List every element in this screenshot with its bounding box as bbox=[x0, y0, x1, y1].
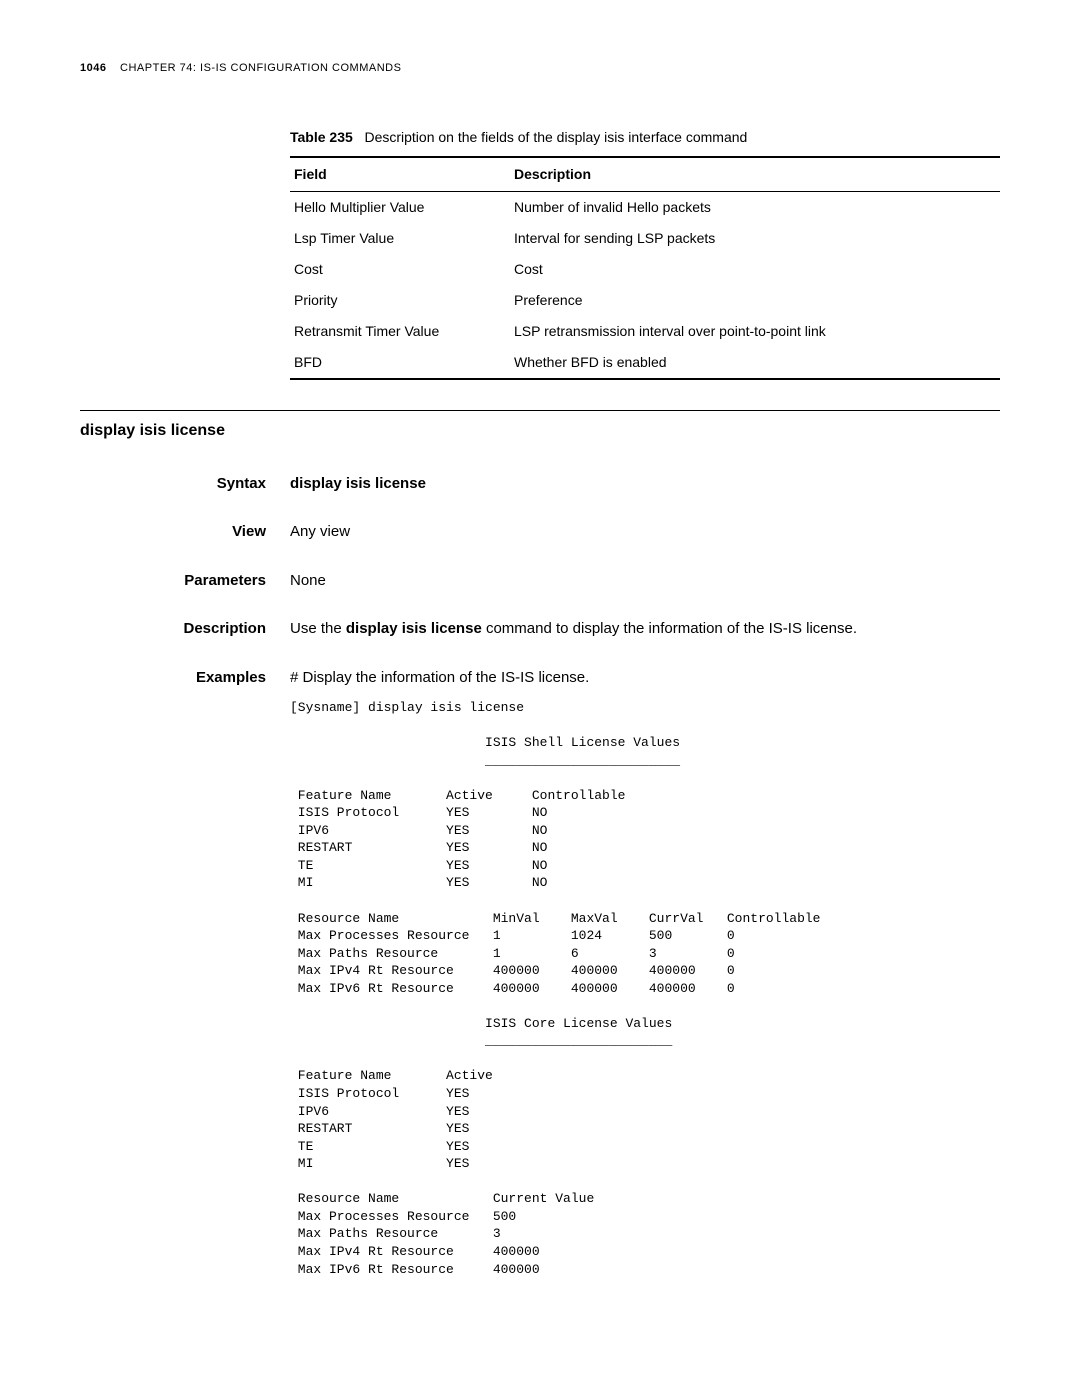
cell-desc: Number of invalid Hello packets bbox=[510, 191, 1000, 223]
col-header-description: Description bbox=[510, 157, 1000, 192]
cell-field: Lsp Timer Value bbox=[290, 223, 510, 254]
table-header-row: Field Description bbox=[290, 157, 1000, 192]
cell-field: Retransmit Timer Value bbox=[290, 316, 510, 347]
table-row: Hello Multiplier ValueNumber of invalid … bbox=[290, 191, 1000, 223]
table-row: CostCost bbox=[290, 254, 1000, 285]
table-caption: Table 235 Description on the fields of t… bbox=[290, 127, 1000, 148]
examples-intro: # Display the information of the IS-IS l… bbox=[290, 667, 1000, 690]
parameters-value: None bbox=[290, 570, 1000, 593]
examples-code: [Sysname] display isis license ISIS Shel… bbox=[290, 699, 1000, 1278]
page-header: 1046 CHAPTER 74: IS-IS CONFIGURATION COM… bbox=[80, 60, 1000, 77]
page-number: 1046 bbox=[80, 62, 106, 74]
syntax-label: Syntax bbox=[80, 473, 290, 496]
cell-desc: LSP retransmission interval over point-t… bbox=[510, 316, 1000, 347]
section-divider bbox=[80, 410, 1000, 411]
table-region: Table 235 Description on the fields of t… bbox=[290, 127, 1000, 380]
view-label: View bbox=[80, 521, 290, 544]
section-title: display isis license bbox=[80, 419, 1000, 443]
table-caption-prefix: Table 235 bbox=[290, 129, 353, 145]
description-value: Use the display isis license command to … bbox=[290, 618, 1000, 641]
cell-field: Hello Multiplier Value bbox=[290, 191, 510, 223]
field-description-table: Field Description Hello Multiplier Value… bbox=[290, 156, 1000, 380]
syntax-value: display isis license bbox=[290, 473, 1000, 496]
chapter-label: CHAPTER 74: IS-IS CONFIGURATION COMMANDS bbox=[120, 62, 401, 74]
syntax-command: display isis license bbox=[290, 475, 426, 492]
description-label: Description bbox=[80, 618, 290, 641]
description-row: Description Use the display isis license… bbox=[80, 618, 1000, 641]
examples-row: Examples # Display the information of th… bbox=[80, 667, 1000, 1279]
description-post: command to display the information of th… bbox=[482, 620, 857, 637]
cell-desc: Cost bbox=[510, 254, 1000, 285]
syntax-row: Syntax display isis license bbox=[80, 473, 1000, 496]
view-row: View Any view bbox=[80, 521, 1000, 544]
description-cmd: display isis license bbox=[346, 620, 482, 637]
examples-label: Examples bbox=[80, 667, 290, 690]
cell-field: Priority bbox=[290, 285, 510, 316]
cell-field: Cost bbox=[290, 254, 510, 285]
cell-desc: Whether BFD is enabled bbox=[510, 347, 1000, 379]
cell-desc: Interval for sending LSP packets bbox=[510, 223, 1000, 254]
description-pre: Use the bbox=[290, 620, 346, 637]
cell-desc: Preference bbox=[510, 285, 1000, 316]
cell-field: BFD bbox=[290, 347, 510, 379]
examples-body: # Display the information of the IS-IS l… bbox=[290, 667, 1000, 1279]
table-caption-text: Description on the fields of the display… bbox=[364, 129, 747, 145]
parameters-row: Parameters None bbox=[80, 570, 1000, 593]
view-value: Any view bbox=[290, 521, 1000, 544]
col-header-field: Field bbox=[290, 157, 510, 192]
table-row: BFDWhether BFD is enabled bbox=[290, 347, 1000, 379]
table-row: PriorityPreference bbox=[290, 285, 1000, 316]
parameters-label: Parameters bbox=[80, 570, 290, 593]
table-row: Retransmit Timer ValueLSP retransmission… bbox=[290, 316, 1000, 347]
table-row: Lsp Timer ValueInterval for sending LSP … bbox=[290, 223, 1000, 254]
